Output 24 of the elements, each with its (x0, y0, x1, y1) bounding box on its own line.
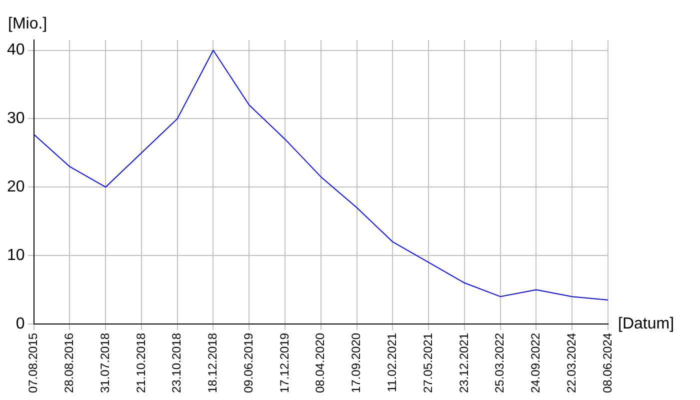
y-tick-label: 40 (7, 42, 25, 59)
x-tick-label: 27.05.2021 (420, 332, 435, 394)
x-tick-label: 17.09.2020 (349, 332, 364, 394)
x-tick-label: 11.02.2021 (384, 332, 399, 392)
x-tick-label: 18.12.2018 (206, 332, 220, 394)
y-tick-label: 20 (7, 178, 25, 196)
y-tick-label: 0 (16, 315, 25, 332)
x-axis-title: [Datum] (618, 315, 674, 332)
x-tick-label: 09.06.2019 (241, 332, 256, 394)
x-tick-label: 23.10.2018 (170, 332, 184, 394)
x-tick-label: 07.08.2015 (26, 332, 40, 394)
y-axis-title: [Mio.] (8, 15, 48, 32)
x-tick-label: 28.08.2016 (62, 332, 76, 394)
x-tick-label: 24.09.2022 (528, 332, 543, 394)
x-tick-label: 17.12.2019 (277, 332, 292, 394)
x-tick-label: 21.10.2018 (134, 332, 148, 394)
x-tick-label: 08.06.2024 (600, 332, 614, 394)
y-tick-label: 10 (7, 246, 25, 264)
y-tick-label: 30 (7, 110, 25, 128)
x-tick-label: 08.04.2020 (313, 332, 328, 394)
x-tick-label: 23.12.2021 (456, 332, 471, 394)
x-tick-label: 31.07.2018 (98, 332, 112, 394)
x-tick-label: 25.03.2022 (492, 332, 507, 394)
x-tick-label: 22.03.2024 (564, 332, 578, 394)
